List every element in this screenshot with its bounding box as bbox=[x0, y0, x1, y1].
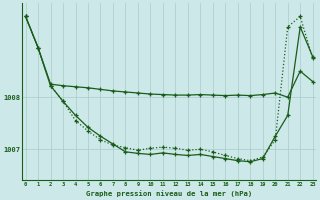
X-axis label: Graphe pression niveau de la mer (hPa): Graphe pression niveau de la mer (hPa) bbox=[86, 190, 252, 197]
